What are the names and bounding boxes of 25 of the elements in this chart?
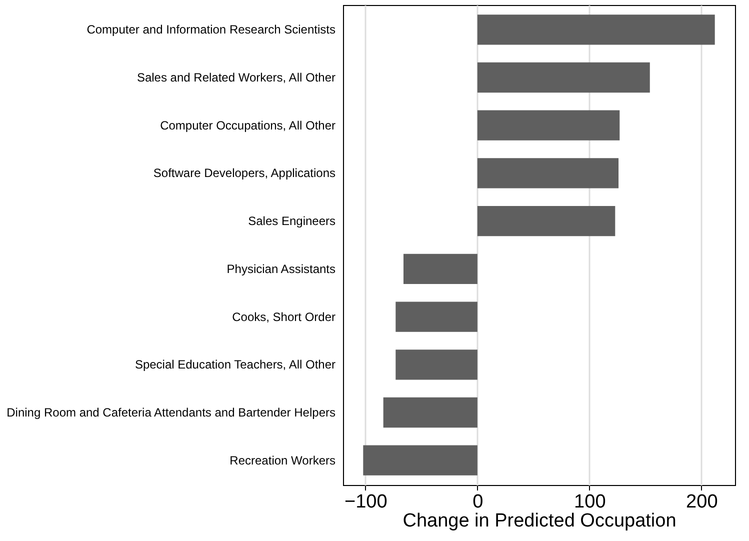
bar <box>477 158 619 188</box>
y-tick-label: Cooks, Short Order <box>232 310 336 324</box>
bar <box>396 350 478 380</box>
bar <box>477 62 650 93</box>
bar <box>477 14 715 45</box>
bar <box>383 397 478 428</box>
y-tick-label: Computer Occupations, All Other <box>160 118 336 132</box>
bar <box>396 302 478 332</box>
y-tick-label: Software Developers, Applications <box>153 166 336 180</box>
x-tick-label: 100 <box>574 492 606 512</box>
x-tick-label: 200 <box>686 492 718 512</box>
x-tick-label: −100 <box>344 492 388 512</box>
y-tick-label: Recreation Workers <box>230 453 336 468</box>
y-tick-label: Physician Assistants <box>226 262 336 276</box>
x-axis-title: Change in Predicted Occupation <box>402 510 676 532</box>
bar <box>477 110 620 140</box>
y-tick-label: Dining Room and Cafeteria Attendants and Bartender Helpers <box>6 405 336 420</box>
y-tick-label: Computer and Information Research Scientists <box>86 22 336 37</box>
bar <box>403 254 478 284</box>
bar <box>363 445 478 476</box>
bar <box>477 206 616 236</box>
y-tick-label: Special Education Teachers, All Other <box>134 358 336 372</box>
y-tick-label: Sales and Related Workers, All Other <box>136 70 336 84</box>
x-tick-label: 0 <box>472 492 484 512</box>
y-tick-label: Sales Engineers <box>248 214 336 228</box>
